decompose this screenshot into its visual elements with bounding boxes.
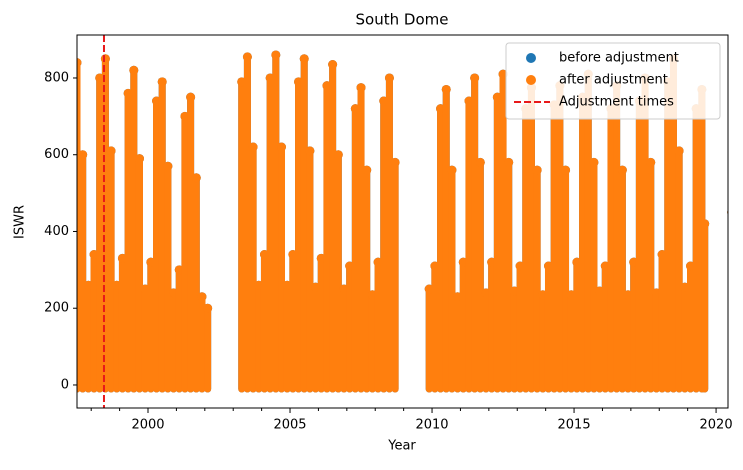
point (390, 157, 400, 167)
legend-marker (526, 75, 536, 85)
legend-box (505, 42, 721, 120)
x-tick-label: 2015 (558, 418, 591, 433)
point (197, 292, 207, 302)
point (203, 303, 213, 313)
legend: before adjustment after adjustment Adjustm… (505, 42, 721, 120)
point (470, 73, 480, 83)
chart-title: South Dome (356, 11, 449, 29)
point (384, 73, 394, 83)
x-tick-label: 2010 (415, 418, 448, 433)
point (356, 83, 366, 93)
point (328, 60, 338, 70)
point (475, 157, 485, 167)
point (498, 69, 508, 79)
point (191, 173, 201, 183)
x-tick-label: 2020 (700, 418, 733, 433)
point (242, 52, 252, 62)
legend-label: Adjustment times (559, 95, 674, 110)
x-axis-label: Year (387, 439, 416, 454)
point (299, 54, 309, 64)
x-tick-label: 2005 (273, 418, 306, 433)
point (447, 165, 457, 175)
axes-frame (76, 34, 729, 409)
point (305, 146, 315, 156)
y-tick-label: 200 (44, 301, 69, 316)
point (100, 54, 110, 64)
point (727, 209, 728, 215)
point (271, 50, 281, 60)
y-tick-label: 800 (44, 70, 69, 85)
point (727, 209, 728, 215)
point (106, 146, 116, 156)
point (700, 219, 710, 229)
y-tick-label: 600 (44, 147, 69, 162)
y-axis-label: ISWR (13, 205, 28, 239)
point (248, 142, 258, 152)
point (163, 161, 173, 171)
point (134, 154, 144, 164)
point (646, 157, 656, 167)
point (157, 77, 167, 87)
legend-label: before adjustment (559, 51, 679, 66)
point (186, 92, 196, 102)
legend-marker (526, 53, 536, 63)
point (78, 150, 88, 160)
point (333, 150, 343, 160)
point (77, 58, 82, 68)
point (674, 146, 684, 156)
point (441, 84, 451, 94)
y-tick-label: 400 (44, 224, 69, 239)
point (589, 157, 599, 167)
x-tick-label: 2000 (131, 418, 164, 433)
point (561, 165, 571, 175)
legend-label: after adjustment (559, 73, 668, 88)
point (129, 65, 139, 75)
point (617, 165, 627, 175)
y-tick-label: 0 (61, 377, 69, 392)
point (362, 165, 372, 175)
point (277, 142, 287, 152)
point (532, 165, 542, 175)
point (504, 157, 514, 167)
